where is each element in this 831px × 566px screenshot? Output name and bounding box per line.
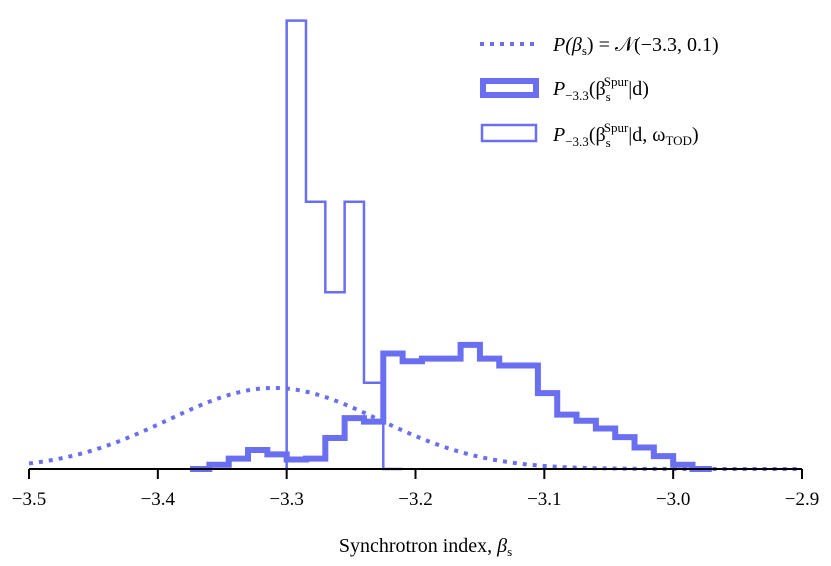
x-tick-label: −2.9 [785,489,819,510]
legend-thin-bsub: s [606,135,611,150]
x-tick-label: −3.1 [527,489,561,510]
x-axis-label: Synchrotron index, βs [339,535,512,559]
legend-swatch-thick [480,78,539,98]
x-tick-label: −3.0 [656,489,690,510]
legend-prior-main: P(β [552,34,582,56]
histogram-thin-step [285,19,403,471]
legend-label-thick: P−3.3(βsSpur|d) [552,74,649,104]
legend-thin-P: P [552,124,565,146]
legend: P(βs) = 𝒩(−3.3, 0.1) P−3.3(βsSpur|d) P−3… [480,34,719,150]
x-tick-label: −3.3 [269,489,303,510]
x-axis-label-symbol: β [496,535,507,557]
plot-area [28,19,802,472]
legend-prior-rest: ) = 𝒩(−3.3, 0.1) [587,34,719,56]
x-axis-label-text: Synchrotron index, [339,535,497,557]
legend-swatch-thin [480,123,538,143]
legend-thick-bsup: Spur [604,74,629,89]
x-tick-label: −3.5 [12,489,46,510]
legend-thin-rest: |d, ω [628,124,665,146]
legend-label-prior: P(βs) = 𝒩(−3.3, 0.1) [552,34,719,58]
legend-thin-beta: (β [589,124,606,146]
legend-label-thin: P−3.3(βsSpur|d, ωTOD) [552,120,699,150]
x-axis-label-sub: s [507,544,512,559]
legend-thick-beta: (β [589,78,606,100]
x-tick-label: −3.2 [398,489,432,510]
x-axis: −3.5 −3.4 −3.3 −3.2 −3.1 −3.0 −2.9 [12,468,819,510]
legend-thick-bsub: s [606,89,611,104]
legend-thick-Psub: −3.3 [565,88,589,103]
legend-thin-close: ) [692,124,699,146]
legend-thick-P: P [552,78,565,100]
legend-prior-sub: s [582,43,587,58]
legend-thin-Psub: −3.3 [565,134,589,149]
histogram-thick-step [190,341,712,472]
legend-thin-osub: TOD [665,133,691,148]
prior-gaussian-curve [28,385,802,471]
legend-thin-bsup: Spur [604,120,629,135]
x-tick-label: −3.4 [141,489,176,510]
legend-thick-rest: |d) [628,78,649,100]
